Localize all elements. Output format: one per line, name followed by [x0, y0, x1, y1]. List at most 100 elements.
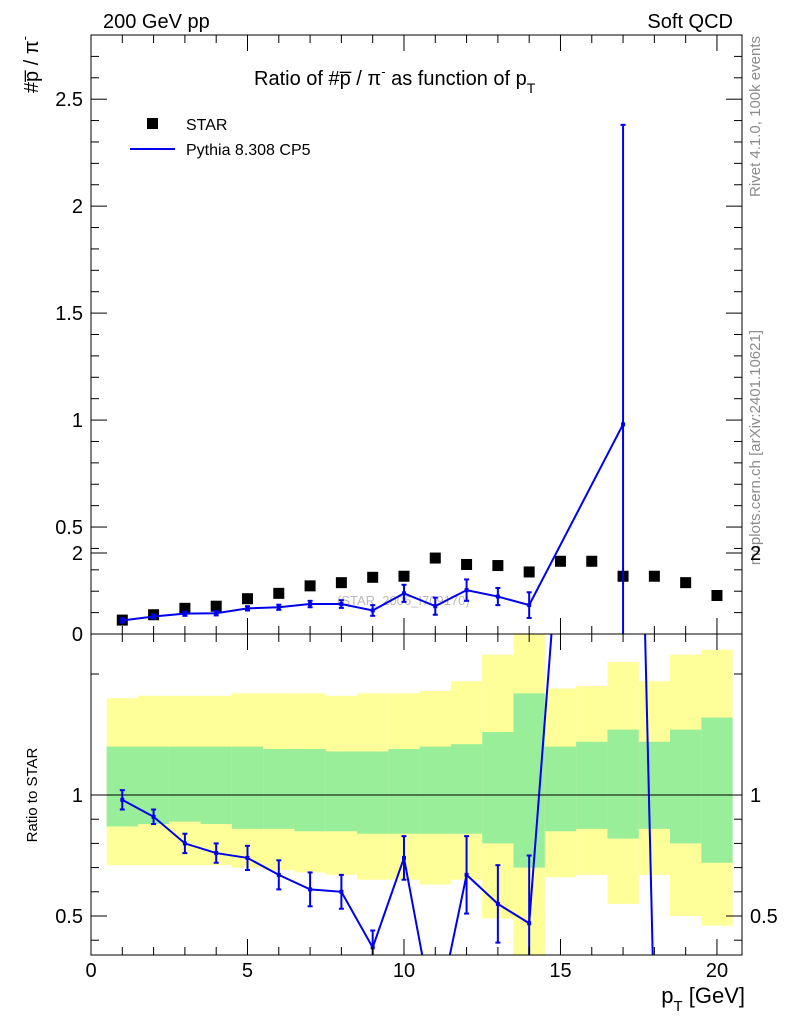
ratio-point: [120, 797, 125, 802]
green-band: [231, 746, 264, 829]
bottom-x-ticks: 0 5 10 15 20: [85, 634, 728, 982]
star-point: [648, 570, 660, 582]
pythia-point: [214, 611, 219, 616]
top-y-tick-label: 0.5: [55, 517, 83, 539]
x-tick-label: 20: [706, 960, 728, 982]
ratio-point: [214, 851, 219, 856]
pythia-line: [122, 423, 624, 622]
bottom-y-tick-label: 2: [72, 543, 83, 565]
star-point: [304, 580, 316, 592]
ratio-line: [121, 634, 654, 955]
top-y-tick-label: 1: [72, 410, 83, 432]
green-band: [607, 729, 639, 839]
star-point: [210, 600, 222, 612]
green-band: [357, 751, 389, 834]
chart-title-sub: T: [527, 80, 536, 96]
pythia-point: [276, 605, 281, 610]
green-band: [419, 746, 451, 834]
pythia-point: [495, 594, 500, 599]
legend-marker-star: [147, 118, 158, 129]
header-right: Soft QCD: [647, 11, 733, 33]
top-series: [116, 123, 723, 634]
star-point: [179, 602, 191, 614]
ratio-point: [495, 901, 500, 906]
pythia-point: [464, 588, 469, 593]
green-band: [294, 749, 326, 832]
x-tick-label: 0: [85, 960, 96, 982]
pythia-point: [527, 603, 532, 608]
star-point: [398, 570, 410, 582]
bottom-y-tick-label: 0.5: [55, 906, 83, 928]
bottom-y-label: Ratio to STAR: [24, 747, 41, 842]
mcplots-info: mcplots.cern.ch [arXiv:2401.10621]: [747, 330, 764, 565]
green-band: [325, 751, 358, 832]
top-y-label-main: #p̅ / π: [21, 40, 43, 93]
pythia-point: [308, 602, 313, 607]
green-band: [200, 746, 232, 825]
star-point: [461, 558, 473, 570]
top-y-label: #p̅ / π-: [17, 36, 43, 93]
green-band: [576, 741, 608, 829]
green-band: [638, 741, 671, 829]
green-band: [701, 717, 733, 863]
star-point: [680, 577, 692, 589]
pythia-point: [120, 618, 125, 623]
star-point: [335, 577, 347, 589]
bottom-y-ticks: 0.5 0.5 1 1 2 2: [55, 543, 778, 941]
pythia-point: [339, 602, 344, 607]
top-y-tick-label: 2: [72, 196, 83, 218]
rivet-info: Rivet 4.1.0, 100k events: [747, 36, 764, 197]
green-band: [263, 749, 295, 829]
pythia-point: [621, 422, 626, 427]
x-axis-label-unit: [GeV]: [683, 983, 745, 1008]
x-axis-label-main: p: [661, 983, 673, 1008]
legend-label-star: STAR: [186, 117, 227, 134]
ratio-point: [401, 855, 406, 860]
ratio-point: [339, 889, 344, 894]
top-y-label-sup: -: [17, 36, 32, 40]
bottom-y-tick-label: 1: [72, 785, 83, 807]
star-point: [523, 566, 535, 578]
ratio-point: [308, 887, 313, 892]
uncertainty-bands: [106, 634, 733, 955]
ratio-point: [464, 872, 469, 877]
legend: STAR Pythia 8.308 CP5: [130, 117, 311, 159]
header-left: 200 GeV pp: [103, 11, 210, 33]
chart-title-main: Ratio of #p̅ / π: [254, 68, 381, 90]
ratio-point: [527, 921, 532, 926]
bottom-frame: [90, 633, 743, 956]
pythia-point: [245, 606, 250, 611]
top-y-tick-label: 2.5: [55, 89, 83, 111]
green-band: [544, 746, 577, 832]
star-point: [586, 555, 598, 567]
chart-title-sup: -: [381, 64, 385, 79]
star-point: [492, 560, 504, 572]
green-band: [482, 732, 514, 844]
star-point: [367, 571, 379, 583]
green-band: [670, 729, 702, 844]
legend-label-pythia: Pythia 8.308 CP5: [186, 142, 311, 159]
x-tick-label: 5: [242, 960, 253, 982]
x-axis-label: pT [GeV]: [661, 983, 745, 1015]
star-point: [273, 587, 285, 599]
top-panel: 00.511.522.5 (STAR_2006_I709170) Ratio o…: [17, 34, 743, 646]
bottom-panel: 0.5 0.5 1 1 2 2 0 5 10 15 20 Ratio to STAR pT [Ge…: [24, 543, 778, 1015]
ratio-point: [245, 855, 250, 860]
pythia-point: [151, 614, 156, 619]
bottom-y-tick-label-right: 1: [750, 785, 761, 807]
pythia-point: [182, 611, 187, 616]
ratio-point: [151, 814, 156, 819]
top-y-ticks: 0 0.5 1 1.5 2 2.5: [55, 55, 742, 646]
top-y-tick-label: 1.5: [55, 303, 83, 325]
chart-title-mid: as function of p: [386, 68, 527, 90]
pythia-point: [370, 608, 375, 613]
ratio-point: [276, 872, 281, 877]
chart-title: Ratio of #p̅ / π- as function of pT: [254, 64, 536, 96]
star-point: [429, 552, 441, 564]
pythia-point: [401, 591, 406, 596]
x-axis-label-sub: T: [673, 998, 682, 1015]
star-point: [711, 589, 723, 601]
x-tick-label: 15: [549, 960, 571, 982]
green-band: [169, 746, 201, 822]
